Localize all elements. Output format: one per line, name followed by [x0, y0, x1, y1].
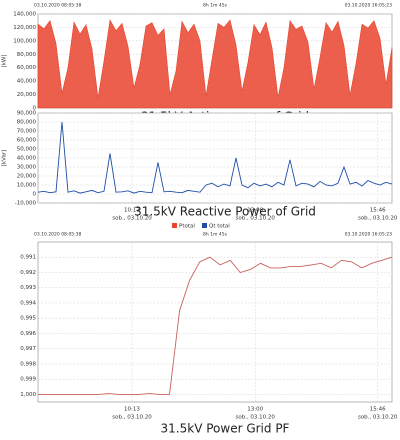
x-tick-label: 10:13	[124, 208, 140, 214]
y-tick-label: 0,993	[20, 285, 36, 291]
y-tick-label: 80,000	[17, 120, 37, 126]
end-time: 03.10.2020 16:05:23	[345, 3, 393, 9]
x-tick-label: 15:46	[370, 208, 386, 214]
start-time: 03.10.2020 08:05:38	[34, 232, 82, 238]
legend-swatch	[202, 223, 207, 228]
x-tick-label: 13:00	[247, 208, 263, 214]
x-tick-date: sob., 03.10.20	[235, 216, 275, 222]
y-tick-label: 0,992	[20, 270, 36, 276]
y-axis-label: [kVar]	[2, 150, 8, 166]
y-tick-label: 20,000	[17, 92, 37, 98]
x-tick-date: sob., 03.10.20	[112, 216, 152, 222]
area	[37, 19, 393, 109]
y-tick-label: 0,991	[20, 255, 36, 261]
y-tick-label: -10,000	[15, 201, 37, 207]
y-tick-label: 40,000	[17, 79, 37, 85]
y-tick-label: 50,000	[17, 147, 37, 153]
plot-frame	[37, 241, 393, 403]
y-tick-label: 1,000	[20, 392, 36, 398]
y-tick-label: 70,000	[17, 129, 37, 135]
y-tick-label: 0,999	[20, 377, 36, 383]
legend-label: Qt total	[209, 224, 230, 230]
y-tick-label: 100,000	[13, 38, 36, 44]
y-tick-label: 90,000	[17, 111, 37, 117]
y-tick-label: 0	[33, 192, 37, 198]
y-tick-label: 10,000	[17, 183, 37, 189]
x-tick-label: 10:13	[124, 407, 140, 413]
y-tick-label: 0,997	[20, 346, 36, 352]
x-tick-date: sob., 03.10.20	[358, 415, 398, 421]
chart-title: 31.5kV Power Grid PF	[161, 422, 290, 436]
x-tick-date: sob., 03.10.20	[235, 415, 275, 421]
y-tick-label: 0,998	[20, 361, 36, 367]
line	[38, 256, 393, 395]
y-tick-label: 140,000	[13, 12, 36, 18]
y-tick-label: 60,000	[17, 138, 37, 144]
x-tick-date: sob., 03.10.20	[358, 216, 398, 222]
start-time: 03.10.2020 08:05:38	[34, 3, 82, 9]
y-tick-label: 80,000	[17, 52, 37, 58]
y-tick-label: 120,000	[13, 25, 36, 31]
legend-swatch	[172, 223, 177, 228]
duration: 8h 1m 45s	[203, 3, 228, 9]
y-tick-label: 0,995	[20, 316, 36, 322]
end-time: 03.10.2020 16:05:23	[345, 232, 393, 238]
y-tick-label: 40,000	[17, 156, 37, 162]
y-tick-label: 0,996	[20, 331, 36, 337]
y-axis-label: [kW]	[2, 55, 8, 68]
duration: 8h 1m 45s	[203, 232, 228, 238]
y-tick-label: 60,000	[17, 65, 37, 71]
y-tick-label: 0,994	[20, 300, 36, 306]
x-tick-label: 13:00	[247, 407, 263, 413]
x-tick-date: sob., 03.10.20	[112, 415, 152, 421]
line	[37, 121, 393, 194]
y-tick-label: 20,000	[17, 174, 37, 180]
legend-label: Ptotal	[179, 224, 195, 230]
chart-title: 31.5kV Reactive Power of Grid	[134, 205, 316, 219]
y-tick-label: 0	[33, 106, 37, 112]
x-tick-label: 15:46	[370, 407, 386, 413]
y-tick-label: 30,000	[17, 165, 37, 171]
